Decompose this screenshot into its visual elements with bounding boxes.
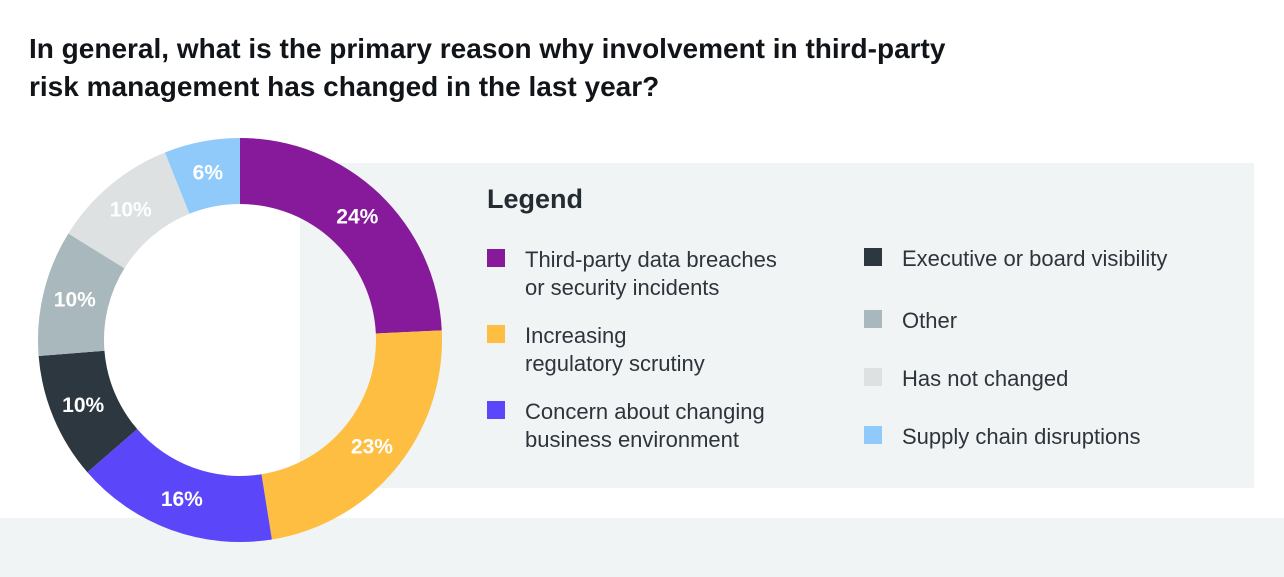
donut-slice-6 xyxy=(164,138,240,214)
donut-slice-label-1: 23% xyxy=(351,436,393,459)
legend-item-business-environment: Concern about changing business environm… xyxy=(487,398,845,454)
legend-swatch-not-changed xyxy=(864,368,882,386)
legend-title: Legend xyxy=(487,184,584,214)
legend-item-board-visibility: Executive or board visibility xyxy=(864,245,1222,273)
legend-label-line: or security incidents xyxy=(525,275,720,300)
legend-item-not-changed: Has not changed xyxy=(864,365,1222,393)
donut-slice-4 xyxy=(38,233,125,357)
donut-slice-label-6: 6% xyxy=(193,162,224,185)
chart-title-line-2: risk management has changed in the last … xyxy=(29,71,660,102)
donut-slice-label-5: 10% xyxy=(110,198,152,221)
legend-label-line: Supply chain disruptions xyxy=(902,424,1141,449)
legend-label-board-visibility: Executive or board visibility xyxy=(902,245,1222,273)
legend-item-supply-chain: Supply chain disruptions xyxy=(864,423,1222,451)
legend-swatch-other xyxy=(864,310,882,328)
legend-item-regulatory-scrutiny: Increasing regulatory scrutiny xyxy=(487,322,845,378)
legend-panel xyxy=(300,163,1254,488)
donut-slice-1 xyxy=(261,330,442,540)
legend-label-line: Increasing xyxy=(525,323,627,348)
legend-label-not-changed: Has not changed xyxy=(902,365,1222,393)
legend-label-line: regulatory scrutiny xyxy=(525,351,705,376)
donut-slice-5 xyxy=(68,152,190,269)
legend-label-line: Executive or board visibility xyxy=(902,246,1168,271)
legend-item-other: Other xyxy=(864,307,1222,335)
donut-slice-3 xyxy=(38,350,138,473)
legend-swatch-data-breaches xyxy=(487,249,505,267)
legend-swatch-regulatory-scrutiny xyxy=(487,325,505,343)
legend-label-line: business environment xyxy=(525,427,740,452)
legend-label-line: Has not changed xyxy=(902,366,1069,391)
legend-label-line: Third-party data breaches xyxy=(525,247,777,272)
legend-label-line: Other xyxy=(902,308,958,333)
legend-label-line: Concern about changing xyxy=(525,399,765,424)
legend-item-data-breaches: Third-party data breaches or security in… xyxy=(487,246,845,302)
legend-label-regulatory-scrutiny: Increasing regulatory scrutiny xyxy=(525,322,845,378)
donut-slice-label-3: 10% xyxy=(62,394,104,417)
legend-label-supply-chain: Supply chain disruptions xyxy=(902,423,1222,451)
donut-slice-label-0: 24% xyxy=(336,205,378,228)
donut-slice-0 xyxy=(240,138,442,334)
legend-label-other: Other xyxy=(902,307,1222,335)
legend-label-data-breaches: Third-party data breaches or security in… xyxy=(525,246,845,302)
donut-chart: 24% 23% 16% 10% 10% 10% 6% xyxy=(38,138,442,542)
chart-title-line-1: In general, what is the primary reason w… xyxy=(29,33,946,64)
chart-title: In general, what is the primary reason w… xyxy=(29,30,1129,106)
donut-slice-label-4: 10% xyxy=(54,288,96,311)
legend-label-business-environment: Concern about changing business environm… xyxy=(525,398,845,454)
legend-swatch-supply-chain xyxy=(864,426,882,444)
legend-swatch-business-environment xyxy=(487,401,505,419)
legend-swatch-board-visibility xyxy=(864,248,882,266)
donut-slice-2 xyxy=(87,429,272,542)
donut-slice-label-2: 16% xyxy=(161,488,203,511)
